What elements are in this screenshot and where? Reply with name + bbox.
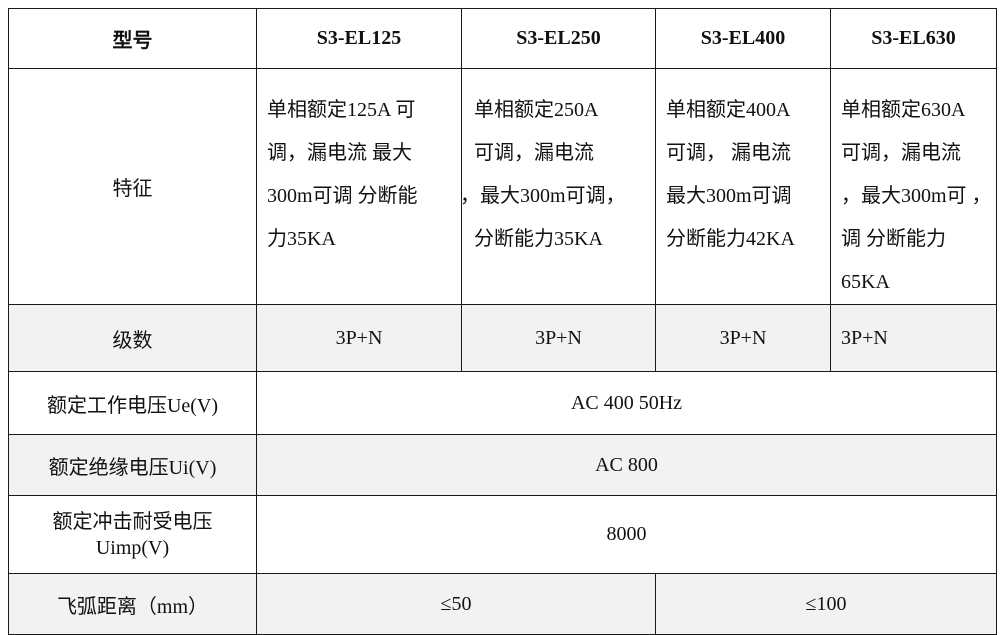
uimp-row: 额定冲击耐受电压 Uimp(V) 8000 [8, 495, 997, 574]
features-label: 特征 [8, 68, 257, 305]
ue-label: 额定工作电压Ue(V) [8, 371, 257, 435]
header-row: 型号 S3-EL125 S3-EL250 S3-EL400 S3-EL630 [8, 8, 997, 69]
ue-value: AC 400 50Hz [256, 371, 997, 435]
features-row: 特征 单相额定125A 可调，漏电流 最大 300m可调 分断能 力35KA 单相额… [8, 68, 997, 305]
arc-row: 飞弧距离（mm） ≤50 ≤100 [8, 573, 997, 635]
ui-row: 额定绝缘电压Ui(V) AC 800 [8, 434, 997, 496]
ui-label: 额定绝缘电压Ui(V) [8, 434, 257, 496]
ui-value: AC 800 [256, 434, 997, 496]
feature-cell: 单相额定630A 可调，漏电流 ，最大300m可 ，调 分断能力 65KA [830, 68, 997, 305]
arc-value: ≤100 [655, 573, 997, 635]
uimp-label: 额定冲击耐受电压 Uimp(V) [8, 495, 257, 574]
feature-cell: 单相额定400A 可调， 漏电流 最大300m可调 分断能力42KA [655, 68, 831, 305]
model-label: 型号 [8, 8, 257, 69]
poles-value: 3P+N [256, 304, 462, 372]
model-el125: S3-EL125 [256, 8, 462, 69]
poles-label: 级数 [8, 304, 257, 372]
model-el400: S3-EL400 [655, 8, 831, 69]
poles-value: 3P+N [830, 304, 997, 372]
ue-row: 额定工作电压Ue(V) AC 400 50Hz [8, 371, 997, 435]
model-el630: S3-EL630 [830, 8, 997, 69]
arc-value: ≤50 [256, 573, 656, 635]
model-el250: S3-EL250 [461, 8, 656, 69]
feature-cell: 单相额定125A 可调，漏电流 最大 300m可调 分断能 力35KA [256, 68, 462, 305]
poles-value: 3P+N [461, 304, 656, 372]
poles-value: 3P+N [655, 304, 831, 372]
feature-cell: 单相额定250A 可调，漏电流 ，最大300m可调， 分断能力35KA [461, 68, 656, 305]
poles-row: 级数 3P+N 3P+N 3P+N 3P+N [8, 304, 997, 372]
arc-label: 飞弧距离（mm） [8, 573, 257, 635]
uimp-value: 8000 [256, 495, 997, 574]
spec-table: 型号 S3-EL125 S3-EL250 S3-EL400 S3-EL630 特… [8, 8, 997, 635]
